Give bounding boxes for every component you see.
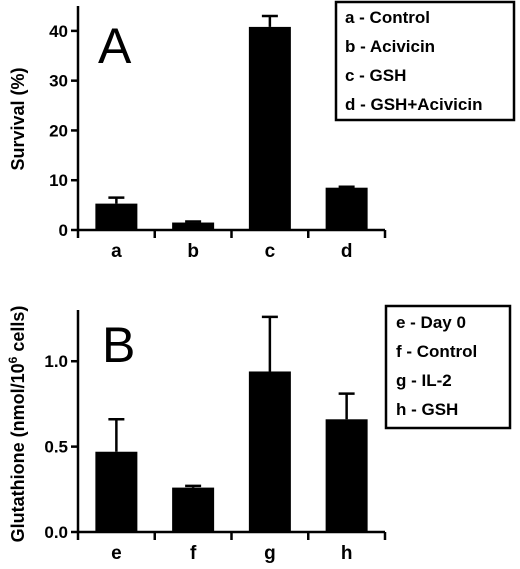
y-tick-label: 1.0 — [44, 352, 68, 371]
bars-b — [95, 315, 368, 532]
y-tick-label: 20 — [49, 121, 68, 140]
bar-a — [95, 203, 138, 230]
panel-letter-b: B — [102, 317, 135, 373]
bar-f — [172, 487, 215, 532]
legend-entry: b - Acivicin — [345, 37, 435, 56]
category-label-h: h — [341, 543, 353, 564]
bar-g — [248, 371, 291, 532]
y-tick-label: 10 — [49, 171, 68, 190]
y-axis-label-a: Survival (%) — [8, 67, 28, 170]
category-label-f: f — [190, 543, 197, 564]
legend-box-b — [384, 304, 512, 430]
y-axis-label-b-suffix: cells) — [8, 306, 28, 357]
y-axis-label-b: Glutathione (nmol/106 cells) — [6, 306, 28, 543]
legend-entry: c - GSH — [345, 66, 406, 85]
bars-a — [95, 14, 368, 231]
bar-d — [325, 187, 368, 230]
panel-letter-a: A — [98, 18, 132, 74]
legend-entry: e - Day 0 — [396, 313, 466, 332]
y-tick-label: 0 — [59, 221, 68, 240]
legend-box-a — [334, 0, 516, 122]
bar-h — [325, 419, 368, 532]
y-tick-label: 0.0 — [44, 523, 68, 542]
y-axis-label-b-sup: 6 — [6, 356, 20, 363]
y-tick-label: 40 — [49, 22, 68, 41]
bar-e — [95, 451, 138, 532]
panel-a: Survival (%) A 0 10 20 30 40 a b c d a - Control… — [8, 0, 516, 262]
bar-c — [248, 26, 291, 231]
category-label-e: e — [111, 543, 122, 564]
legend-entry: h - GSH — [396, 400, 458, 419]
legend-entry: f - Control — [396, 342, 477, 361]
legend-entry: d - GSH+Acivicin — [345, 95, 482, 114]
legend-entry: g - IL-2 — [396, 371, 452, 390]
category-label-g: g — [264, 543, 276, 564]
y-tick-label: 30 — [49, 72, 68, 91]
y-tick-label: 0.5 — [44, 438, 68, 457]
legend-entry: a - Control — [345, 8, 430, 27]
category-label-d: d — [341, 241, 353, 262]
category-label-b: b — [187, 241, 199, 262]
legend-b: e - Day 0 f - Control g - IL-2 h - GSH — [384, 304, 512, 430]
category-label-c: c — [265, 241, 276, 262]
panel-b: Glutathione (nmol/106 cells) B 0.0 0.5 1.0… — [6, 304, 512, 564]
category-label-a: a — [111, 241, 122, 262]
y-axis-label-b-prefix: Glutathione (nmol/10 — [8, 363, 28, 542]
legend-a: a - Control b - Acivicin c - GSH d - GSH… — [334, 0, 516, 122]
bar-b — [172, 222, 215, 230]
